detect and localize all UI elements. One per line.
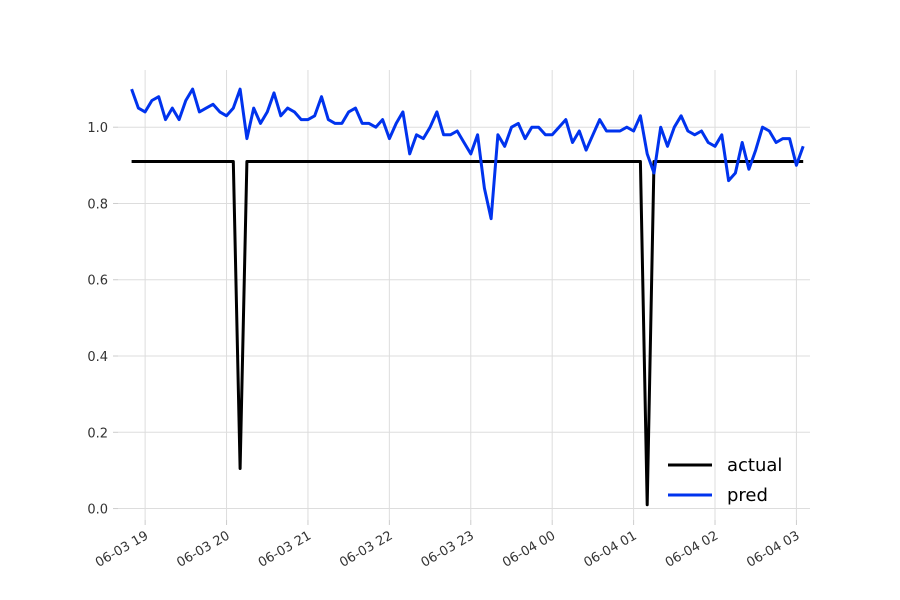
series-line-pred [130, 87, 805, 221]
x-tick-label: 06-03 20 [174, 528, 232, 570]
x-axis-ticks: 06-03 19 06-03 20 06-03 21 06-03 22 06-03 23… [93, 528, 802, 570]
series-lines [130, 87, 805, 507]
x-tick-label: 06-03 23 [419, 528, 477, 570]
y-tick-label: 0.0 [87, 503, 108, 518]
y-axis-ticks: 0.0 0.2 0.4 0.6 0.8 1.0 [87, 121, 108, 517]
x-tick-label: 06-04 01 [581, 528, 639, 570]
y-tick-label: 0.6 [87, 274, 108, 289]
x-tick-label: 06-04 02 [663, 528, 721, 570]
legend: actual pred [668, 455, 782, 506]
series-line-actual [131, 160, 804, 507]
x-tick-label: 06-03 19 [93, 528, 151, 570]
y-tick-label: 0.8 [87, 197, 108, 212]
x-tick-label: 06-03 22 [337, 528, 395, 570]
y-tick-label: 1.0 [87, 121, 108, 136]
legend-label-pred: pred [727, 485, 768, 506]
x-tick-label: 06-04 03 [744, 528, 802, 570]
legend-label-actual: actual [727, 455, 782, 476]
x-tick-label: 06-03 21 [256, 528, 314, 570]
y-tick-label: 0.2 [87, 426, 108, 441]
y-tick-label: 0.4 [87, 350, 108, 365]
x-tick-label: 06-04 00 [500, 528, 558, 570]
